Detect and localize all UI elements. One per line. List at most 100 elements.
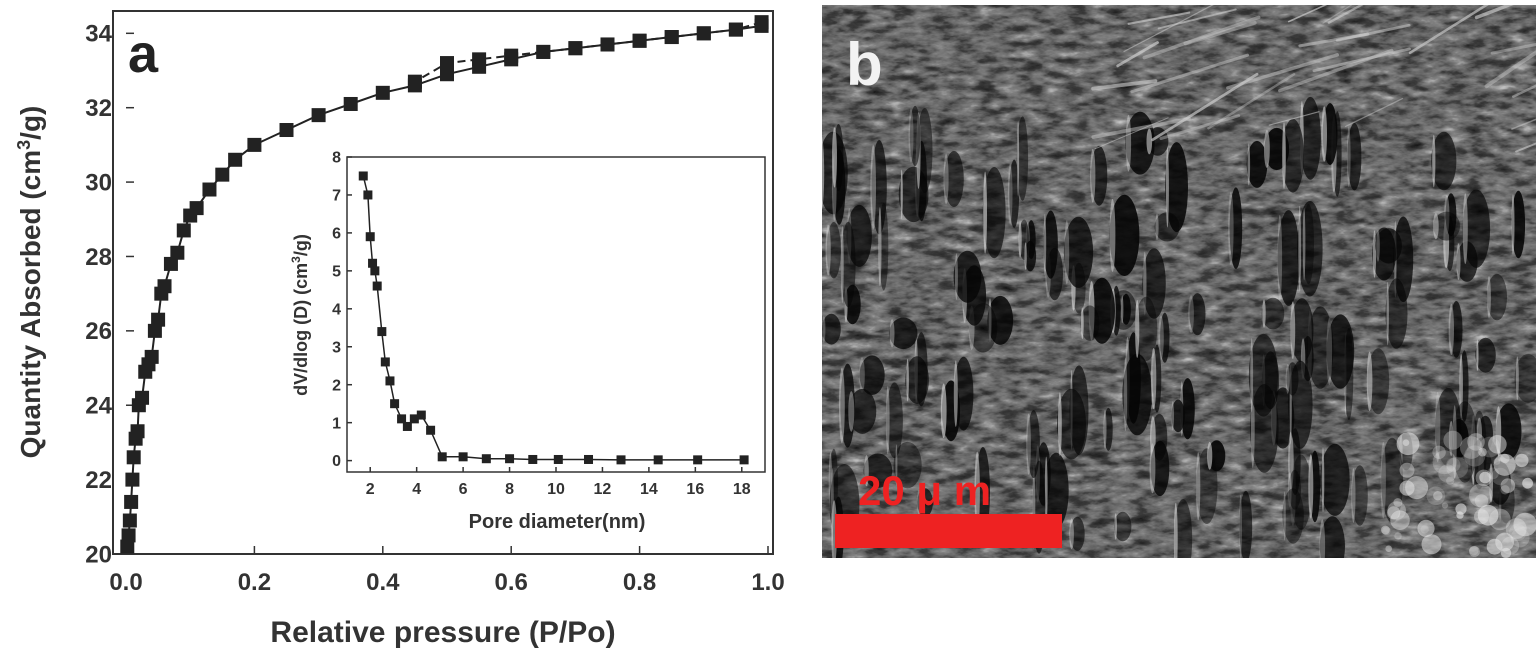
- x-tick-label: 10: [547, 481, 565, 498]
- sem-flake: [1116, 41, 1159, 68]
- sem-pore: [1089, 277, 1115, 344]
- y-tick-label: 3: [332, 339, 341, 356]
- y-tick-label: 20: [85, 541, 112, 568]
- sem-pore-rim: [1080, 307, 1084, 340]
- sem-pore: [1450, 301, 1463, 358]
- y-tick-label: 34: [85, 21, 112, 48]
- sem-bright-region: [1421, 534, 1442, 555]
- sem-pore: [1091, 145, 1108, 206]
- data-point: [368, 258, 378, 268]
- sem-pore: [871, 140, 887, 235]
- main-plot-frame: [112, 10, 774, 555]
- y-tick-label: 6: [332, 226, 341, 243]
- x-tick-label: 18: [733, 481, 751, 498]
- sem-flake: [1287, 5, 1328, 23]
- sem-pore-rim: [870, 144, 876, 230]
- sem-pore: [1104, 407, 1113, 451]
- sem-pore: [1171, 399, 1185, 433]
- sem-pore-rim: [1435, 391, 1441, 463]
- data-point: [151, 312, 166, 327]
- sem-pore: [1514, 354, 1536, 403]
- sem-pore-rim: [1347, 126, 1351, 188]
- sem-bright-region: [1464, 445, 1486, 467]
- sem-pore-rim: [1511, 194, 1515, 255]
- sem-pore-rim: [953, 360, 958, 427]
- sem-flake: [1268, 111, 1320, 126]
- x-tick-label: 12: [594, 481, 612, 498]
- sem-flake: [1127, 11, 1191, 25]
- data-point: [135, 390, 150, 405]
- sem-pore: [1207, 440, 1226, 472]
- data-point: [536, 44, 551, 59]
- sem-pore-rim: [1114, 513, 1117, 540]
- data-point: [397, 414, 407, 424]
- sem-flake: [1094, 117, 1169, 150]
- data-point: [147, 323, 162, 338]
- panel-b-letter: b: [846, 31, 883, 98]
- data-point: [380, 357, 390, 367]
- sem-pore-rim: [1321, 106, 1327, 162]
- y-tick-label: 8: [332, 150, 341, 167]
- sem-pore-rim: [1150, 348, 1157, 410]
- sem-pore-rim: [1444, 195, 1450, 235]
- sem-pore: [1281, 118, 1304, 193]
- sem-pore: [826, 222, 841, 279]
- sem-pore-rim: [954, 253, 958, 301]
- sem-pore-rim: [1024, 242, 1027, 270]
- sem-pore: [1299, 96, 1321, 180]
- sem-bright-region: [1479, 471, 1491, 484]
- sem-pore-rim: [864, 455, 869, 487]
- sem-pore: [1326, 314, 1355, 389]
- sem-pore: [1303, 203, 1314, 285]
- sem-bright-region: [1477, 504, 1499, 526]
- sem-flake: [1511, 118, 1536, 130]
- sem-pore-rim: [1487, 276, 1491, 319]
- x-tick-label: 6: [459, 481, 468, 498]
- sem-bright-region: [1500, 478, 1516, 494]
- sem-pore: [1367, 348, 1390, 415]
- inset-y-title-part1: dV/dlog (D) (cm: [291, 263, 311, 396]
- sem-pore: [1347, 123, 1362, 191]
- sem-pore-rim: [1109, 198, 1116, 272]
- sem-pore: [1445, 193, 1457, 237]
- data-point: [505, 454, 515, 464]
- sem-pore-rim: [1515, 356, 1519, 401]
- sem-pore: [944, 151, 964, 207]
- sem-bright-region: [1469, 545, 1479, 556]
- sem-pore: [1114, 511, 1132, 542]
- x-tick-label: 0.0: [109, 569, 142, 596]
- sem-pore-rim: [1264, 130, 1270, 168]
- inset-y-title-sup: 3: [289, 256, 303, 263]
- sem-pore-rim: [878, 207, 882, 287]
- sem-flake: [1515, 142, 1536, 153]
- sem-pore: [1160, 312, 1170, 363]
- data-point: [440, 67, 454, 82]
- sem-pore-rim: [1351, 468, 1356, 523]
- sem-pore-rim: [1386, 281, 1389, 346]
- sem-flake: [1511, 84, 1536, 98]
- sem-bright-region: [1489, 508, 1511, 531]
- sem-pore: [848, 388, 877, 434]
- data-point: [568, 41, 583, 56]
- sem-bright-region: [1467, 433, 1485, 451]
- sem-pore-rim: [1288, 431, 1294, 492]
- sem-pore-rim: [1262, 299, 1266, 328]
- sem-flake: [1490, 42, 1536, 55]
- sem-pore-rim: [839, 367, 845, 444]
- sem-flake: [1408, 5, 1489, 55]
- data-point: [311, 108, 326, 123]
- sem-flake: [1335, 23, 1411, 42]
- sem-pore-rim: [943, 153, 949, 205]
- data-point: [616, 455, 626, 465]
- data-point: [365, 232, 375, 242]
- sem-pore: [953, 356, 974, 431]
- sem-pore-rim: [1277, 214, 1283, 302]
- sem-pore-rim: [1188, 295, 1194, 334]
- data-point: [125, 472, 140, 487]
- sem-pore-rim: [1462, 193, 1468, 264]
- sem-pore: [1261, 297, 1285, 330]
- sem-pore: [1286, 362, 1299, 396]
- main-y-title-sup: 3: [14, 140, 34, 150]
- sem-pore-rim: [1283, 491, 1286, 541]
